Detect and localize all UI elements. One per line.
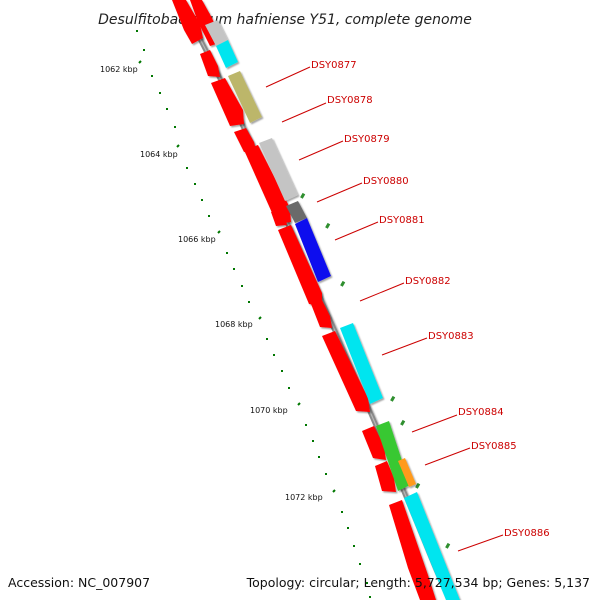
gene-box xyxy=(376,421,410,491)
gene-box xyxy=(398,458,416,487)
topology-text: Topology: circular; Length: 5,727,534 bp… xyxy=(246,575,590,590)
kbp-label: 1068 kbp xyxy=(215,320,253,329)
kbp-label: 1064 kbp xyxy=(140,150,178,159)
kbp-label: 1062 kbp xyxy=(100,65,138,74)
scale-ticks xyxy=(136,30,371,598)
scale-tick xyxy=(138,60,142,64)
gene-arrow xyxy=(322,331,370,412)
gene-arrow xyxy=(311,300,332,328)
feature-ticks xyxy=(300,192,451,549)
gene-arrow xyxy=(200,50,220,77)
kbp-label: 1072 kbp xyxy=(285,493,323,502)
gene-arrow xyxy=(244,145,291,224)
gene-box xyxy=(205,20,228,46)
gene-box xyxy=(216,40,238,68)
gene-arrow xyxy=(211,78,244,126)
scale-tick xyxy=(258,316,262,320)
scale-tick xyxy=(217,230,221,234)
gene-label: DSY0878 xyxy=(327,95,373,106)
gene-box xyxy=(259,138,298,201)
gene-label: DSY0883 xyxy=(428,331,474,342)
gene-label: DSY0886 xyxy=(504,528,550,539)
callout-lines xyxy=(265,66,504,552)
gene-label: DSY0880 xyxy=(363,176,409,187)
gene-arrow xyxy=(375,461,396,492)
gene-box xyxy=(295,218,331,282)
gene-box xyxy=(404,492,460,600)
scale-tick xyxy=(176,144,180,148)
scale-tick xyxy=(297,402,301,406)
gene-box xyxy=(228,71,262,123)
accession-text: Accession: NC_007907 xyxy=(8,575,150,590)
genes xyxy=(172,0,460,600)
gene-labels: DSY0877 DSY0878 DSY0879 DSY0880 DSY0881 … xyxy=(311,60,550,539)
kbp-labels: 1062 kbp 1064 kbp 1066 kbp 1068 kbp 1070… xyxy=(100,65,323,502)
kbp-label: 1066 kbp xyxy=(178,235,216,244)
gene-arrow xyxy=(172,0,203,44)
gene-label: DSY0884 xyxy=(458,407,504,418)
gene-box xyxy=(340,323,383,404)
gene-label: DSY0881 xyxy=(379,215,425,226)
gene-label: DSY0879 xyxy=(344,134,390,145)
gene-arrow xyxy=(362,426,386,460)
gene-box xyxy=(286,201,307,223)
gene-arrow xyxy=(278,225,322,306)
gene-arrow xyxy=(234,128,256,152)
gene-arrow xyxy=(271,208,287,226)
gene-label: DSY0882 xyxy=(405,276,451,287)
gene-arrow xyxy=(389,500,436,600)
map-title: Desulfitobacterium hafniense Y51, comple… xyxy=(98,12,472,28)
scale-tick xyxy=(332,489,336,493)
gene-label: DSY0885 xyxy=(471,441,517,452)
gene-label: DSY0877 xyxy=(311,60,357,71)
kbp-label: 1070 kbp xyxy=(250,406,288,415)
